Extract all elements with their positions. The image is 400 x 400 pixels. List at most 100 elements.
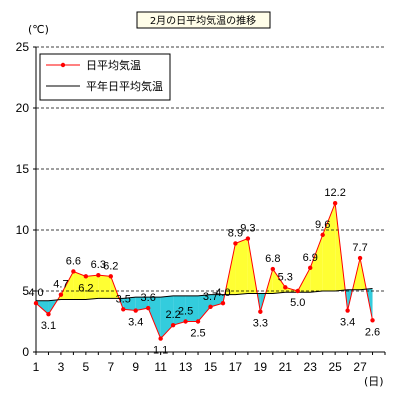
x-tick-label: 13 xyxy=(179,360,193,374)
series-line-normal xyxy=(36,288,373,302)
y-tick-label: 10 xyxy=(16,223,30,237)
data-label: 2.2 xyxy=(165,309,180,321)
data-point xyxy=(320,232,325,238)
x-tick-label: 19 xyxy=(254,360,268,374)
data-label: 3.1 xyxy=(41,320,56,332)
x-tick-label: 23 xyxy=(304,360,318,374)
data-label: 3.4 xyxy=(340,317,355,329)
data-label: 5.0 xyxy=(290,297,305,309)
data-point xyxy=(332,200,338,206)
legend-box xyxy=(39,53,171,101)
data-point xyxy=(183,319,188,324)
data-label: 4.0 xyxy=(28,287,43,299)
y-tick-label: 20 xyxy=(16,101,30,115)
data-label: 5.3 xyxy=(278,271,293,283)
data-label: 3.3 xyxy=(253,318,268,330)
data-label: 6.8 xyxy=(265,253,280,265)
data-point xyxy=(370,318,375,323)
x-tick-label: 5 xyxy=(83,360,90,374)
data-point xyxy=(71,269,76,274)
y-axis-unit: (℃) xyxy=(28,23,49,36)
title-box xyxy=(136,11,271,29)
x-tick-labels: 1 3 5 7 9 11 13 15 17 19 21 23 25 27 xyxy=(33,352,386,374)
data-point xyxy=(258,309,263,314)
data-point xyxy=(233,241,238,246)
data-label: 8.9 xyxy=(228,227,243,239)
data-label: 6.3 xyxy=(91,259,106,271)
x-tick-label: 25 xyxy=(328,360,342,374)
data-label: 2.6 xyxy=(365,326,380,338)
data-point xyxy=(270,266,276,272)
data-point xyxy=(245,236,251,241)
fill-below-normal xyxy=(185,295,199,322)
fill-below-normal xyxy=(123,297,136,311)
data-point xyxy=(133,308,138,313)
data-label: 7.7 xyxy=(352,242,367,254)
y-tick-label: 25 xyxy=(16,40,30,54)
data-label: 3.5 xyxy=(116,293,131,305)
data-point xyxy=(108,274,113,279)
data-point xyxy=(158,336,163,341)
x-tick-label: 9 xyxy=(132,360,139,374)
fill-above-normal xyxy=(310,234,323,293)
data-markers xyxy=(33,200,375,341)
fill-above-normal xyxy=(73,271,86,300)
fill-above-normal xyxy=(235,238,248,295)
data-label: 3.6 xyxy=(141,292,156,304)
data-label: 4.0 xyxy=(215,287,230,299)
data-point xyxy=(145,305,151,311)
data-point xyxy=(58,292,64,297)
fill-below-normal xyxy=(135,297,149,311)
data-label: 2.5 xyxy=(190,328,205,340)
data-point xyxy=(46,311,51,317)
legend-label-normal: 平年日平均気温 xyxy=(86,79,163,93)
data-labels: 4.03.14.76.66.26.36.23.53.43.61.12.22.52… xyxy=(28,187,380,356)
data-point xyxy=(208,304,213,310)
data-label: 6.9 xyxy=(303,252,318,264)
legend: 日平均気温 平年日平均気温 xyxy=(39,53,171,101)
x-axis-unit: (日) xyxy=(364,375,384,388)
fill-above-normal xyxy=(98,275,111,299)
data-point xyxy=(220,301,226,306)
data-point xyxy=(295,288,300,294)
data-point xyxy=(83,274,89,279)
legend-label-daily: 日平均気温 xyxy=(86,58,141,72)
fill-above-normal xyxy=(60,271,74,300)
fill-above-normal xyxy=(85,275,99,300)
y-tick-label: 15 xyxy=(16,162,30,176)
data-label: 6.6 xyxy=(66,255,81,267)
series-line-daily xyxy=(35,202,374,340)
data-label: 3.4 xyxy=(128,317,143,329)
data-label: 4.7 xyxy=(53,279,68,291)
data-point xyxy=(308,265,313,271)
x-tick-label: 3 xyxy=(58,360,65,374)
y-tick-labels: 0 5 10 15 20 25 xyxy=(16,40,36,359)
fill-above-normal xyxy=(322,203,336,291)
data-point xyxy=(170,322,176,328)
legend-marker-daily xyxy=(60,62,66,68)
x-tick-label: 21 xyxy=(279,360,293,374)
data-point xyxy=(345,308,350,313)
x-tick-label: 17 xyxy=(229,360,243,374)
data-label: 12.2 xyxy=(324,187,345,199)
data-point xyxy=(357,255,363,261)
x-tick-label: 11 xyxy=(154,360,167,374)
chart-title-text: 2月の日平均気温の推移 xyxy=(150,14,256,27)
x-tick-label: 1 xyxy=(33,360,40,374)
data-label: 3.7 xyxy=(203,291,218,303)
series-lines xyxy=(35,202,374,340)
fill-below-normal xyxy=(173,295,186,326)
data-point xyxy=(283,285,288,290)
data-label: 1.1 xyxy=(153,345,168,357)
data-label: 2.5 xyxy=(178,306,193,318)
x-tick-label: 27 xyxy=(353,360,367,374)
data-label: 6.2 xyxy=(78,282,93,294)
data-point xyxy=(33,301,39,306)
data-point xyxy=(96,272,101,278)
y-tick-label: 0 xyxy=(22,345,29,359)
y-tick-label: 5 xyxy=(22,284,29,298)
x-tick-label: 15 xyxy=(204,360,218,374)
data-point xyxy=(195,319,201,324)
data-label: 9.6 xyxy=(315,219,330,231)
